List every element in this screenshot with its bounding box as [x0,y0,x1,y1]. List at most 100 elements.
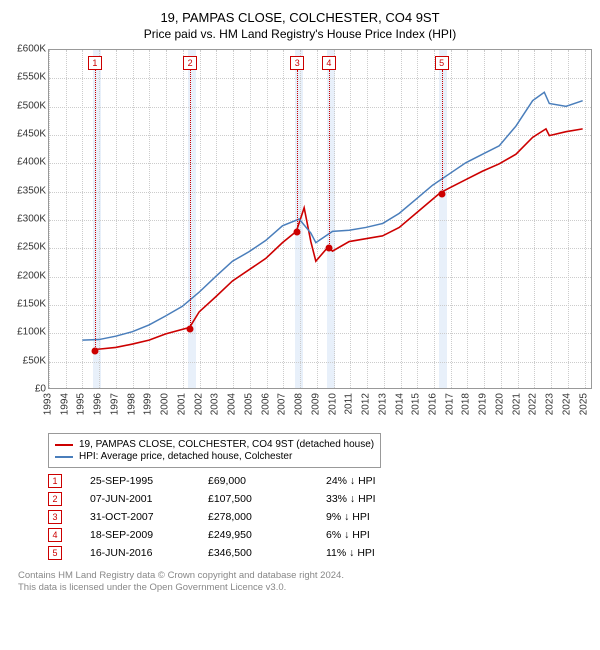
sale-point [187,326,194,333]
sale-row: 2 07-JUN-2001 £107,500 33% ↓ HPI [48,492,592,506]
sale-point [91,347,98,354]
x-tick-label: 2008 [294,393,305,415]
x-tick-label: 1994 [59,393,70,415]
y-tick-label: £50K [23,355,46,366]
sale-row-num: 3 [48,510,62,524]
plot-area: 1 2 3 4 5 [48,49,592,389]
y-tick-label: £400K [17,157,46,168]
sale-marker-box: 4 [322,56,336,70]
x-tick-label: 2010 [327,393,338,415]
x-tick-label: 2022 [528,393,539,415]
sale-row-num: 5 [48,546,62,560]
x-tick-label: 2023 [545,393,556,415]
sale-row-delta: 9% ↓ HPI [326,511,416,523]
price-chart: £0£50K£100K£150K£200K£250K£300K£350K£400… [8,49,592,429]
legend-label: 19, PAMPAS CLOSE, COLCHESTER, CO4 9ST (d… [79,439,374,450]
sale-row-date: 25-SEP-1995 [90,475,180,487]
attribution-footer: Contains HM Land Registry data © Crown c… [18,570,592,595]
y-tick-label: £500K [17,100,46,111]
sale-row-num: 2 [48,492,62,506]
chart-title-address: 19, PAMPAS CLOSE, COLCHESTER, CO4 9ST [8,10,592,25]
x-tick-label: 2012 [361,393,372,415]
x-tick-label: 2016 [427,393,438,415]
sale-row-delta: 24% ↓ HPI [326,475,416,487]
x-tick-label: 1993 [43,393,54,415]
sale-row-price: £278,000 [208,511,298,523]
sale-marker-box: 2 [183,56,197,70]
x-tick-label: 2002 [193,393,204,415]
sale-row-price: £249,950 [208,529,298,541]
sale-row-price: £69,000 [208,475,298,487]
x-tick-label: 2021 [511,393,522,415]
sale-marker-box: 3 [290,56,304,70]
sale-row-date: 07-JUN-2001 [90,493,180,505]
y-tick-label: £100K [17,327,46,338]
x-tick-label: 2009 [310,393,321,415]
chart-svg [49,50,591,388]
sale-row-price: £107,500 [208,493,298,505]
x-tick-label: 1999 [143,393,154,415]
sale-row-date: 16-JUN-2016 [90,547,180,559]
sale-row: 3 31-OCT-2007 £278,000 9% ↓ HPI [48,510,592,524]
footer-line: Contains HM Land Registry data © Crown c… [18,570,592,582]
sale-point [294,229,301,236]
x-tick-label: 2004 [227,393,238,415]
sale-marker-line [95,70,96,351]
sale-marker-line [190,70,191,329]
sale-point [325,245,332,252]
x-tick-label: 2005 [243,393,254,415]
y-tick-label: £550K [17,72,46,83]
x-tick-label: 2003 [210,393,221,415]
sale-marker-line [442,70,443,194]
x-tick-label: 2014 [394,393,405,415]
x-tick-label: 2025 [578,393,589,415]
x-tick-label: 2019 [478,393,489,415]
y-tick-label: £150K [17,299,46,310]
sale-marker-line [297,70,298,232]
y-tick-label: £350K [17,185,46,196]
x-tick-label: 2024 [561,393,572,415]
legend-swatch [55,456,73,458]
sale-row: 1 25-SEP-1995 £69,000 24% ↓ HPI [48,474,592,488]
footer-line: This data is licensed under the Open Gov… [18,582,592,594]
y-tick-label: £200K [17,270,46,281]
sale-row: 4 18-SEP-2009 £249,950 6% ↓ HPI [48,528,592,542]
x-tick-label: 2013 [377,393,388,415]
x-tick-label: 2007 [277,393,288,415]
sale-row-date: 18-SEP-2009 [90,529,180,541]
y-tick-label: £300K [17,214,46,225]
series-hpi [82,92,582,340]
legend-item: 19, PAMPAS CLOSE, COLCHESTER, CO4 9ST (d… [55,439,374,450]
x-axis: 1993199419951996199719981999200020012002… [48,389,592,429]
sale-row-num: 1 [48,474,62,488]
sale-marker-box: 5 [435,56,449,70]
x-tick-label: 2015 [411,393,422,415]
sale-marker-line [329,70,330,248]
y-axis: £0£50K£100K£150K£200K£250K£300K£350K£400… [8,49,48,389]
x-tick-label: 2006 [260,393,271,415]
x-tick-label: 1996 [93,393,104,415]
x-tick-label: 2017 [444,393,455,415]
sale-row-num: 4 [48,528,62,542]
sale-row-price: £346,500 [208,547,298,559]
sale-point [438,190,445,197]
sale-row-delta: 33% ↓ HPI [326,493,416,505]
x-tick-label: 1998 [126,393,137,415]
chart-title-sub: Price paid vs. HM Land Registry's House … [8,27,592,41]
sale-row-delta: 11% ↓ HPI [326,547,416,559]
y-tick-label: £250K [17,242,46,253]
sale-row-delta: 6% ↓ HPI [326,529,416,541]
x-tick-label: 2011 [344,393,355,415]
sale-marker-box: 1 [88,56,102,70]
legend-item: HPI: Average price, detached house, Colc… [55,451,374,462]
legend-swatch [55,444,73,446]
x-tick-label: 2020 [494,393,505,415]
y-tick-label: £450K [17,129,46,140]
legend-label: HPI: Average price, detached house, Colc… [79,451,292,462]
sale-row-date: 31-OCT-2007 [90,511,180,523]
x-tick-label: 2001 [176,393,187,415]
x-tick-label: 1997 [109,393,120,415]
sales-table: 1 25-SEP-1995 £69,000 24% ↓ HPI 2 07-JUN-2001… [48,474,592,560]
x-tick-label: 2018 [461,393,472,415]
y-tick-label: £600K [17,44,46,55]
